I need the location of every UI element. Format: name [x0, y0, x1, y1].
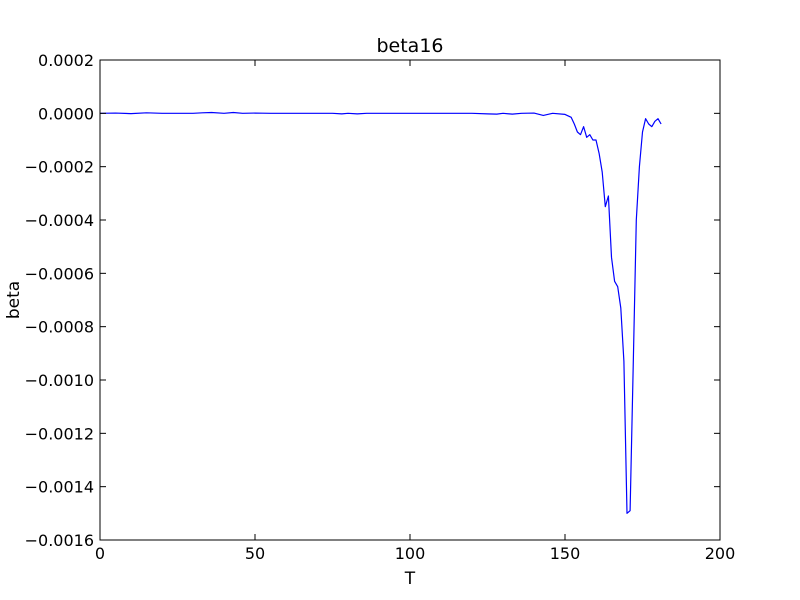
x-axis-label: T [404, 569, 416, 589]
y-tick-label: 0.0002 [38, 51, 94, 70]
chart-title: beta16 [376, 35, 443, 57]
y-tick-label: −0.0010 [25, 371, 94, 390]
x-tick-label: 200 [705, 544, 736, 563]
y-tick-label: 0.0000 [38, 104, 94, 123]
series-line [99, 111, 662, 514]
y-tick-label: −0.0006 [25, 264, 94, 283]
x-tick-label: 100 [395, 544, 426, 563]
y-tick-label: −0.0008 [25, 318, 94, 337]
y-tick-label: −0.0016 [25, 531, 94, 550]
y-axis-label: beta [4, 281, 24, 319]
x-tick-label: 0 [95, 544, 105, 563]
plot-area [99, 111, 662, 514]
plot-frame [99, 59, 721, 541]
y-tick-label: −0.0004 [25, 211, 94, 230]
y-tick-label: −0.0002 [25, 158, 94, 177]
y-tick-label: −0.0012 [25, 424, 94, 443]
x-tick-label: 150 [550, 544, 581, 563]
y-tick-label: −0.0014 [25, 478, 94, 497]
x-tick-label: 50 [245, 544, 265, 563]
axis-tick-labels: 0 50 100 150 200 0.0002 0.0000 −0.0002 −0.0004 −0… [25, 51, 736, 563]
